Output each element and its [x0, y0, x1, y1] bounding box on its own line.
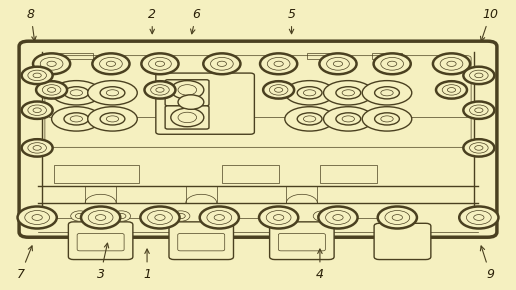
FancyBboxPatch shape — [19, 41, 497, 237]
Bar — [54, 165, 139, 183]
Text: 5: 5 — [287, 8, 296, 34]
Text: 7: 7 — [17, 246, 33, 280]
Circle shape — [200, 206, 239, 229]
Ellipse shape — [285, 107, 334, 131]
Text: 1: 1 — [143, 249, 151, 280]
Circle shape — [260, 53, 297, 74]
FancyBboxPatch shape — [374, 223, 431, 260]
Text: 4: 4 — [316, 249, 324, 280]
FancyBboxPatch shape — [269, 222, 334, 260]
Text: 6: 6 — [190, 8, 200, 34]
Text: 2: 2 — [148, 8, 156, 34]
Circle shape — [436, 81, 467, 99]
Bar — [57, 53, 93, 59]
Circle shape — [313, 211, 332, 221]
Circle shape — [263, 81, 294, 99]
Ellipse shape — [362, 81, 412, 105]
Ellipse shape — [88, 107, 137, 131]
Circle shape — [433, 53, 470, 74]
Ellipse shape — [362, 107, 412, 131]
Circle shape — [463, 67, 494, 84]
Circle shape — [378, 206, 417, 229]
Bar — [222, 165, 279, 183]
Circle shape — [144, 81, 175, 99]
Circle shape — [18, 206, 57, 229]
Circle shape — [92, 53, 130, 74]
Circle shape — [141, 53, 179, 74]
Ellipse shape — [324, 107, 373, 131]
Circle shape — [71, 211, 89, 221]
Circle shape — [178, 95, 204, 109]
Bar — [307, 53, 338, 59]
Circle shape — [33, 53, 70, 74]
Circle shape — [171, 81, 204, 99]
Ellipse shape — [285, 81, 334, 105]
FancyBboxPatch shape — [165, 106, 209, 129]
Circle shape — [171, 108, 204, 127]
Circle shape — [463, 102, 494, 119]
FancyBboxPatch shape — [165, 80, 209, 106]
Circle shape — [36, 81, 67, 99]
Ellipse shape — [52, 107, 101, 131]
Circle shape — [272, 211, 291, 221]
FancyBboxPatch shape — [68, 222, 133, 260]
Circle shape — [171, 211, 190, 221]
Circle shape — [22, 102, 53, 119]
Circle shape — [463, 139, 494, 157]
Text: 3: 3 — [96, 243, 109, 280]
Text: 10: 10 — [480, 8, 498, 41]
Circle shape — [22, 139, 53, 157]
Circle shape — [112, 211, 131, 221]
Circle shape — [140, 206, 180, 229]
Circle shape — [319, 53, 357, 74]
Circle shape — [22, 67, 53, 84]
Circle shape — [374, 53, 411, 74]
Circle shape — [81, 206, 120, 229]
Circle shape — [318, 206, 358, 229]
Circle shape — [459, 206, 498, 229]
Ellipse shape — [88, 81, 137, 105]
Bar — [372, 53, 402, 59]
FancyBboxPatch shape — [156, 73, 254, 134]
FancyBboxPatch shape — [169, 222, 233, 260]
Ellipse shape — [52, 81, 101, 105]
Bar — [320, 165, 377, 183]
Circle shape — [259, 206, 298, 229]
Circle shape — [213, 211, 231, 221]
Text: 9: 9 — [480, 246, 494, 280]
Text: 8: 8 — [27, 8, 36, 41]
Ellipse shape — [324, 81, 373, 105]
Circle shape — [203, 53, 240, 74]
